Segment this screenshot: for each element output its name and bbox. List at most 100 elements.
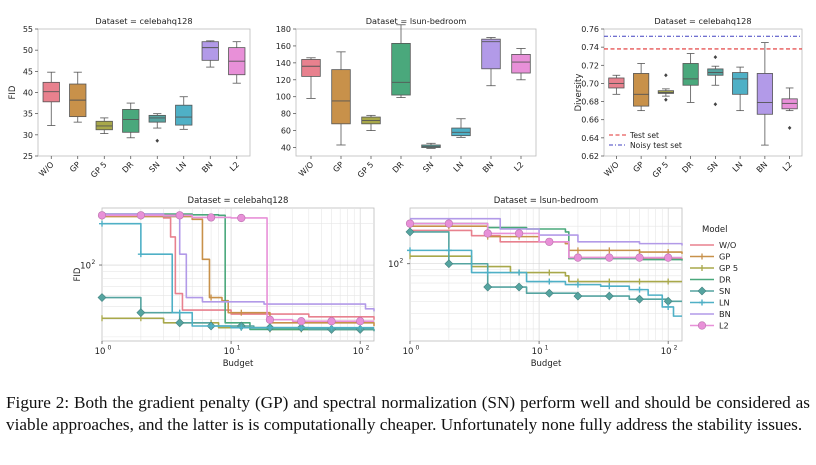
box-l2 [511, 48, 531, 81]
y-tick-label: 25 [23, 152, 33, 161]
panel-title: Dataset = celebahq128 [188, 196, 289, 206]
x-tick-label: GP [631, 160, 645, 174]
series-marker-plus [636, 286, 643, 293]
series-marker-circle [483, 229, 492, 238]
series-markers [405, 227, 673, 306]
outlier-point [713, 102, 718, 107]
box-body [756, 73, 773, 115]
x-tick-label: DR [121, 160, 136, 175]
x-tick-base: 10 [353, 347, 364, 357]
x-tick-exponent: 2 [366, 345, 370, 352]
panel-title: Dataset = lsun-bedroom [366, 16, 467, 26]
y-tick-label: 100 [276, 93, 291, 102]
box-panel-2: 40 60 80 100 120 140 160 180 W/O GP GP 5 DR SN LN BN L2… [276, 16, 537, 180]
series-marker-diamond [483, 282, 493, 292]
x-tick-label: 10 1 [224, 345, 241, 358]
series-markers [405, 219, 673, 262]
y-tick-label: 0.76 [581, 25, 599, 34]
series-marker-plus [546, 278, 553, 285]
panel-title: Dataset = celebahq128 [654, 16, 751, 26]
x-tick-exponent: 1 [545, 345, 549, 352]
series-marker-diamond [97, 293, 107, 302]
y-tick-label: 0.70 [581, 79, 599, 88]
x-tick-label: 10 0 [403, 345, 420, 358]
series-marker-plus [208, 323, 215, 330]
outlier-point [664, 73, 668, 78]
series-marker-plus [137, 251, 144, 258]
legend-entry-label: L2 [719, 321, 729, 331]
x-tick-label: 10 0 [95, 345, 112, 358]
box-body [331, 69, 351, 125]
series-marker-circle [405, 219, 415, 228]
series-marker-diamond [444, 259, 454, 269]
legend-entry-label: BN [719, 309, 731, 319]
y-tick-base: 10 [388, 260, 399, 270]
x-tick-exponent: 0 [108, 345, 112, 352]
x-tick-label: 10 2 [353, 345, 370, 358]
box-sn [421, 142, 441, 149]
box-gp [633, 63, 650, 112]
y-tick-label: 140 [276, 59, 291, 68]
x-tick-base: 10 [532, 347, 543, 357]
x-tick-exponent: 1 [237, 345, 241, 352]
plot-frame [409, 207, 683, 342]
series-marker-circle [175, 211, 184, 220]
x-tick-label: LN [174, 160, 188, 174]
x-tick-label: SN [706, 160, 720, 174]
legend-entry-label: Test set [629, 131, 659, 140]
series-marker-plus [99, 220, 105, 227]
y-tick-label: 120 [276, 76, 291, 85]
x-tick-label: 10 1 [532, 345, 549, 358]
x-tick-base: 10 [224, 347, 235, 357]
x-tick-label: W/O [297, 160, 315, 178]
legend-entry-label: Noisy test set [630, 141, 682, 150]
outlier-point [713, 55, 718, 60]
outlier-point [155, 138, 160, 143]
series-marker-plus [176, 309, 183, 316]
box-body [148, 114, 166, 123]
x-tick-label: DR [680, 160, 695, 175]
series-marker-circle [664, 253, 673, 262]
grid-lines [409, 208, 682, 341]
box-body [682, 63, 699, 86]
x-tick-label: LN [452, 160, 466, 174]
series-marker-plus [328, 324, 335, 331]
x-tick-label: BN [755, 160, 769, 174]
box-body [122, 109, 140, 133]
series-line [410, 217, 683, 246]
series-marker-circle [444, 219, 453, 228]
y-tick-label: 0.72 [581, 61, 599, 70]
outlier-point [787, 125, 792, 130]
box-body [201, 41, 219, 61]
x-tick-label: BN [481, 160, 495, 174]
box-gp-5 [95, 117, 113, 134]
outlier-point [664, 97, 668, 102]
box-body [511, 54, 531, 74]
series-marker-circle [635, 253, 644, 262]
box-body [481, 38, 501, 70]
x-tick-label: DR [391, 160, 406, 175]
series-marker-plus [606, 283, 613, 290]
series-marker-circle [97, 211, 107, 220]
box-body [391, 42, 411, 96]
y-tick-label: 30 [23, 131, 33, 140]
y-tick-label: 55 [23, 25, 33, 34]
series-marker-diamond [175, 318, 185, 328]
series-marker-plus [407, 247, 413, 254]
box-body [707, 68, 724, 76]
x-tick-base: 10 [95, 347, 106, 357]
y-tick-label: 0.64 [581, 134, 599, 143]
legend-entry-label: LN [719, 298, 730, 308]
box-body [732, 72, 749, 95]
box-body [608, 77, 625, 89]
series-marker-diamond [604, 291, 614, 301]
box-dr [682, 53, 699, 103]
series-marker-diamond [544, 288, 554, 298]
x-tick-label: GP 5 [651, 160, 671, 180]
series-marker-circle [356, 317, 365, 326]
legend-entry-label: SN [719, 286, 730, 296]
box-sn [707, 55, 724, 107]
